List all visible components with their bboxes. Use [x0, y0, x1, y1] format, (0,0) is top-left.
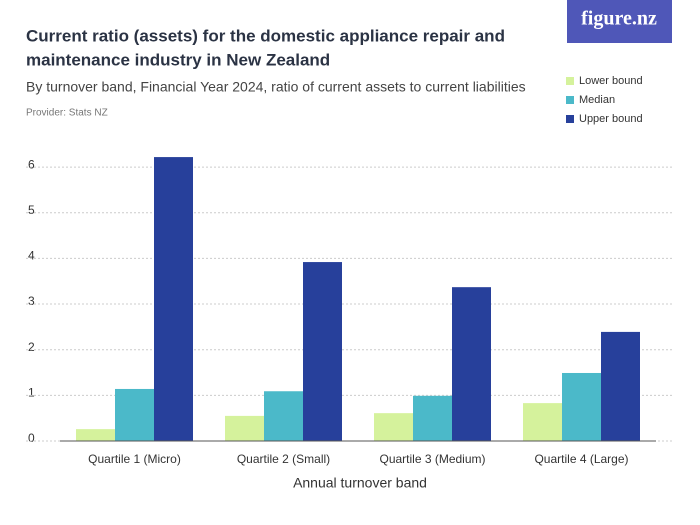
x-tick-label: Quartile 1 (Micro)	[88, 452, 181, 466]
legend-label: Upper bound	[579, 113, 643, 125]
legend-swatch	[566, 115, 574, 123]
y-tick-label: 4	[28, 249, 35, 263]
bar	[562, 372, 601, 441]
legend-label: Median	[579, 94, 615, 106]
bar	[76, 429, 115, 441]
x-tick-label: Quartile 3 (Medium)	[379, 452, 485, 466]
y-tick-label: 6	[28, 157, 35, 171]
bar	[225, 415, 264, 441]
x-tick-label: Quartile 2 (Small)	[237, 452, 330, 466]
y-tick-label: 3	[28, 294, 35, 308]
bar	[374, 413, 413, 441]
x-axis-label: Annual turnover band	[293, 475, 427, 491]
legend-swatch	[566, 77, 574, 85]
bar	[601, 331, 640, 441]
bar	[264, 391, 303, 441]
y-tick-label: 1	[28, 386, 35, 400]
bar	[154, 157, 193, 441]
bar	[303, 262, 342, 441]
y-tick-label: 0	[28, 431, 35, 445]
y-tick-label: 5	[28, 203, 35, 217]
chart-title: maintenance industry in New Zealand	[26, 50, 330, 69]
legend-label: Lower bound	[579, 75, 643, 87]
chart-title: Current ratio (assets) for the domestic …	[26, 26, 505, 45]
x-tick-label: Quartile 4 (Large)	[534, 452, 628, 466]
bar	[523, 403, 562, 441]
y-tick-label: 2	[28, 340, 35, 354]
bar	[115, 388, 154, 441]
provider: Provider: Stats NZ	[26, 108, 108, 119]
logo: figure.nz	[581, 8, 657, 30]
legend-swatch	[566, 96, 574, 104]
bar	[452, 287, 491, 441]
bar	[413, 395, 452, 441]
chart-subtitle: By turnover band, Financial Year 2024, r…	[26, 79, 526, 95]
logo-box	[567, 0, 672, 43]
